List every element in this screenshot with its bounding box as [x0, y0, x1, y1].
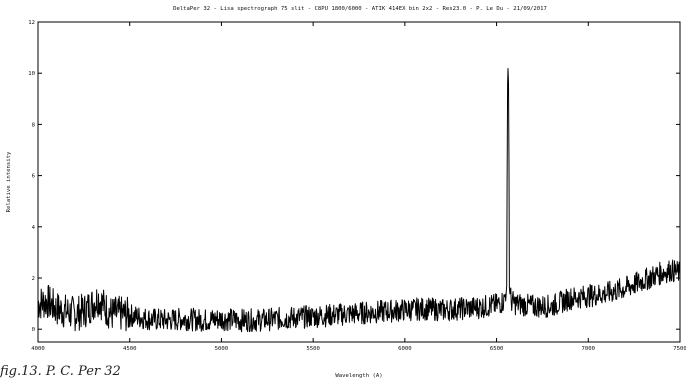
x-axis-ticks: 4000 4500 5000 5500 6000 6500 7000 7500 [31, 22, 686, 352]
spectrum-line [37, 68, 681, 333]
y-tick-label: 10 [28, 71, 35, 77]
y-tick-label: 4 [32, 225, 36, 231]
x-tick-label: 4500 [123, 346, 136, 352]
plot-frame [37, 21, 681, 343]
figure-caption: fig.13. P. C. Per 32 [0, 364, 121, 379]
chart-title: DeltaPer 32 - Lisa spectrograph 75 slit … [173, 6, 547, 12]
y-tick-label: 6 [32, 174, 35, 180]
x-tick-label: 7500 [673, 346, 686, 352]
x-tick-label: 5500 [306, 346, 319, 352]
y-axis-label: Relative intensity [6, 151, 12, 212]
y-tick-label: 12 [28, 20, 35, 26]
y-tick-label: 2 [32, 276, 35, 282]
x-tick-label: 6000 [398, 346, 411, 352]
x-tick-label: 5000 [215, 346, 228, 352]
y-tick-label: 0 [32, 327, 35, 333]
x-tick-label: 4000 [31, 346, 44, 352]
x-axis-label: Wavelength (A) [335, 373, 382, 379]
x-tick-label: 6500 [490, 346, 503, 352]
y-axis-ticks: 0 2 4 6 8 10 12 [28, 20, 680, 333]
y-tick-label: 8 [32, 122, 36, 128]
x-tick-label: 7000 [582, 346, 595, 352]
